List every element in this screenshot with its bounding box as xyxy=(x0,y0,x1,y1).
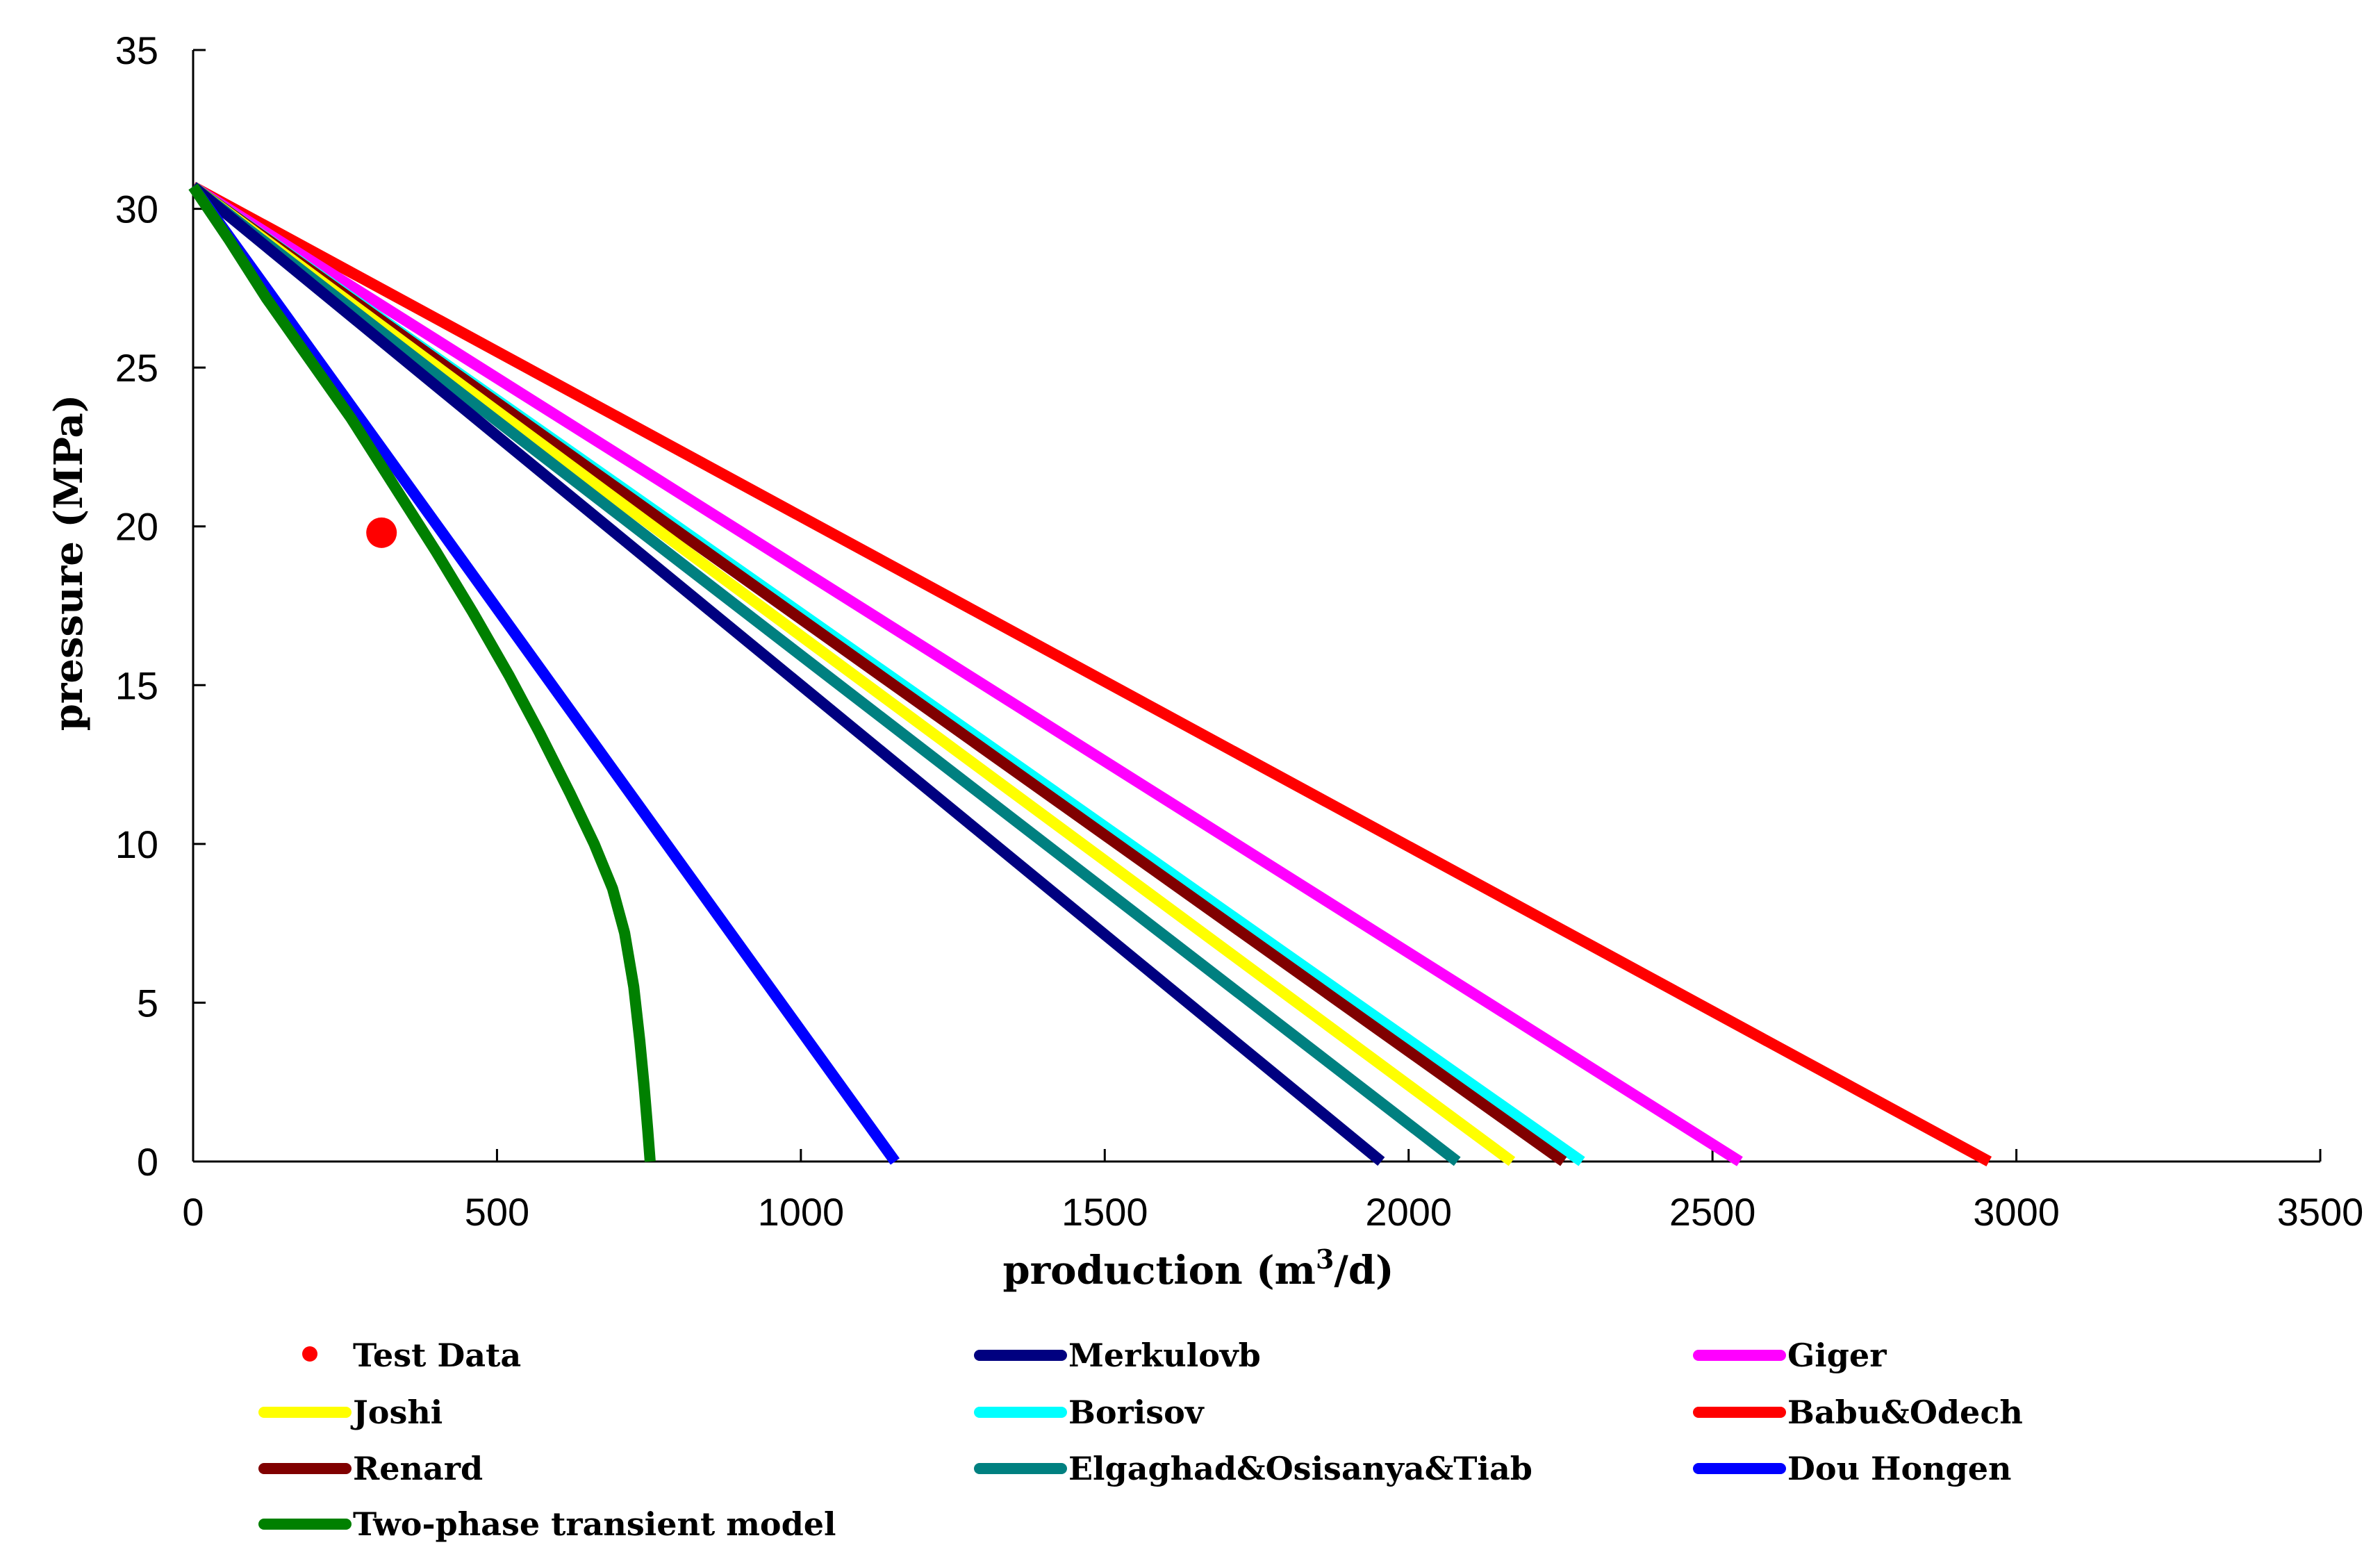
y-tick-label: 5 xyxy=(137,981,158,1025)
x-tick-label: 1500 xyxy=(1061,1190,1148,1234)
y-tick-label: 25 xyxy=(115,346,158,390)
series-elgaghad-osisanya-tiab-line xyxy=(190,182,1461,1166)
legend-label-merkulovb: Merkulovb xyxy=(1068,1337,1261,1374)
legend-label-two-phase-transient-model: Two-phase transient model xyxy=(353,1505,836,1543)
x-tick-label: 3500 xyxy=(2277,1190,2364,1234)
series-merkulovb-line xyxy=(189,182,1385,1166)
y-tick-label: 10 xyxy=(115,823,158,866)
y-tick-label: 30 xyxy=(115,188,158,231)
legend-label-elgaghad-osisanya-tiab: Elgaghad&Osisanya&Tiab xyxy=(1068,1450,1532,1487)
y-tick-label: 0 xyxy=(137,1140,158,1184)
x-tick-label: 2000 xyxy=(1365,1190,1452,1234)
series-dou-hongen-line xyxy=(188,183,900,1165)
series-layer xyxy=(188,181,1992,1167)
legend: Test Data Merkulovb Giger Joshi Borisov Babu&… xyxy=(258,1337,2023,1543)
x-tick-label: 1000 xyxy=(758,1190,845,1234)
series-two-phase-transient-model-line xyxy=(188,183,656,1162)
series-test-data-point xyxy=(366,517,397,548)
legend-label-babu-odech: Babu&Odech xyxy=(1787,1394,2023,1431)
y-tick-label: 15 xyxy=(115,663,158,707)
series-giger-line xyxy=(190,181,1743,1166)
legend-label-giger: Giger xyxy=(1787,1337,1887,1374)
y-axis-title: pressure (MPa) xyxy=(46,395,92,731)
legend-label-borisov: Borisov xyxy=(1068,1394,1205,1431)
legend-label-joshi: Joshi xyxy=(350,1394,443,1431)
y-tick-label: 20 xyxy=(115,505,158,549)
x-axis-title: production (m3/d) xyxy=(1003,1243,1394,1293)
legend-label-dou-hongen: Dou Hongen xyxy=(1787,1450,2012,1487)
series-joshi-line xyxy=(190,182,1516,1166)
x-tick-label: 3000 xyxy=(1973,1190,2060,1234)
legend-label-renard: Renard xyxy=(353,1450,483,1487)
x-tick-label: 0 xyxy=(182,1190,204,1234)
axes: 0 500 1000 1500 2000 2500 3000 3500 0 5 10 15 20 25 30… xyxy=(115,28,2364,1234)
legend-label-test-data: Test Data xyxy=(353,1337,521,1374)
y-tick-label: 35 xyxy=(115,28,158,72)
x-tick-label: 2500 xyxy=(1669,1190,1756,1234)
series-babu-odech-line xyxy=(190,181,1992,1167)
legend-swatch-test-data xyxy=(302,1346,317,1362)
x-tick-label: 500 xyxy=(465,1190,529,1234)
